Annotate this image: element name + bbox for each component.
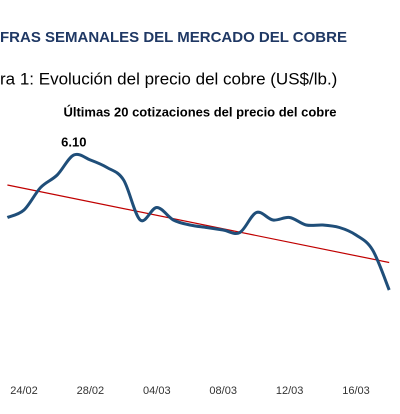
x-tick-label: 08/03 [209,385,237,397]
price-line [6,152,391,291]
x-tick-label: 24/02 [10,385,38,397]
x-tick-label: 28/02 [77,385,105,397]
chart-subtitle: ra 1: Evolución del precio del cobre (US… [0,69,337,88]
chart-caption: Últimas 20 cotizaciones del precio del c… [63,104,336,119]
chart-title: FRAS SEMANALES DEL MERCADO DEL COBRE [0,29,347,46]
data-label: 6.10 [61,134,86,149]
trend-line [7,184,390,264]
x-tick-label: 16/03 [342,385,370,397]
x-tick-label: 12/03 [276,385,304,397]
x-tick-label: 04/03 [143,385,171,397]
